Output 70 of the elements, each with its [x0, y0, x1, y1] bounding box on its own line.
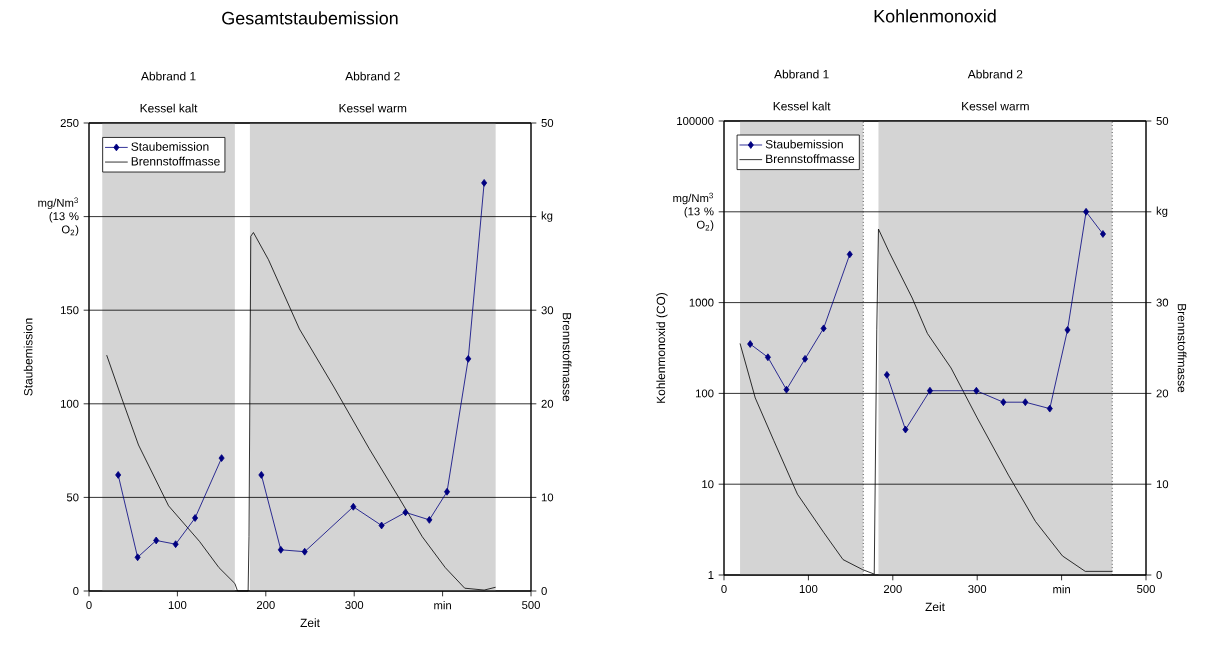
- x-tick-label: 0: [721, 585, 727, 593]
- band-label: Kessel warm: [339, 103, 407, 113]
- x-tick-label: 200: [883, 585, 902, 593]
- y2-axis-title: Brennstoffmasse: [562, 313, 572, 402]
- point: [481, 179, 488, 187]
- text: Abbrand 1: [141, 71, 196, 81]
- point: [192, 514, 199, 522]
- y-tick-label: 1000: [689, 298, 714, 307]
- text: Abbrand 1: [774, 69, 829, 79]
- y-axis-title: Staubemission: [23, 318, 33, 396]
- point: [115, 471, 122, 479]
- x-axis-title: Zeit: [300, 618, 320, 628]
- legend-label: Brennstoffmasse: [766, 154, 855, 164]
- x-tick-label: 100: [799, 585, 818, 593]
- x-tick-label: min: [434, 601, 451, 610]
- x-tick-label: 200: [256, 601, 275, 610]
- y-tick-label: 150: [60, 306, 79, 315]
- y2-tick-label: 50: [541, 119, 554, 127]
- y-tick-label: 100000: [677, 117, 714, 125]
- point: [153, 536, 160, 545]
- text: Abbrand 2: [345, 71, 400, 81]
- y2-tick-label: 30: [1156, 298, 1169, 307]
- y-tick-label: 100: [696, 389, 714, 398]
- y-tick-label: 100: [60, 399, 79, 408]
- y2-tick-label: 20: [541, 399, 554, 408]
- y2-tick-label: 30: [541, 306, 554, 315]
- point: [426, 516, 433, 524]
- x-tick-label: 300: [968, 585, 987, 593]
- band-label: Kessel warm: [962, 101, 1029, 111]
- y-tick-label: 50: [66, 493, 79, 502]
- point: [465, 355, 472, 363]
- y-tick-label: 1: [708, 571, 714, 579]
- x-axis-title: Zeit: [925, 602, 945, 612]
- x-tick-label: 0: [86, 601, 92, 610]
- point: [277, 545, 284, 554]
- y-tick-label: mg/Nm$^{3}$ (13 % O$_{2}$): [673, 192, 714, 231]
- point: [444, 487, 451, 496]
- y2-tick-label: 10: [541, 493, 554, 502]
- y-axis-title: Kohlenmonoxid (CO): [656, 292, 668, 403]
- y2-tick-label: 50: [1156, 117, 1169, 125]
- text: Abbrand 2: [967, 69, 1023, 79]
- y2-tick-label: 10: [1156, 480, 1169, 489]
- point: [172, 540, 179, 549]
- legend-label: Brennstoffmasse: [131, 156, 220, 166]
- y-tick-label: 10: [702, 480, 714, 489]
- x-tick-label: 500: [1137, 585, 1155, 593]
- point: [378, 521, 385, 530]
- point: [350, 502, 357, 511]
- y2-axis-title: Brennstoffmasse: [1177, 304, 1187, 393]
- point: [402, 508, 409, 517]
- x-tick-label: 300: [345, 601, 364, 610]
- legend-label: Staubemission: [765, 139, 843, 149]
- band-label: Kessel kalt: [773, 101, 831, 111]
- point: [218, 454, 225, 462]
- chart-title: Kohlenmonoxid: [874, 9, 996, 23]
- x-tick-label: 100: [168, 601, 187, 610]
- y2-tick-label: kg: [541, 211, 553, 222]
- y2-tick-label: 20: [1156, 389, 1169, 398]
- point: [301, 547, 308, 556]
- legend-label: Staubemission: [131, 142, 209, 151]
- y-tick-label: mg/Nm$^{3}$ (13 % O$_{2}$): [38, 197, 79, 236]
- chart-title: Gesamtstaubemission: [222, 11, 398, 25]
- band-label: Kessel kalt: [140, 103, 198, 113]
- point: [258, 471, 265, 479]
- y-tick-label: 250: [60, 119, 79, 127]
- y2-tick-label: 0: [1156, 571, 1162, 579]
- point: [134, 553, 141, 562]
- x-tick-label: 500: [522, 601, 540, 610]
- x-tick-label: min: [1053, 585, 1070, 594]
- y2-tick-label: kg: [1156, 206, 1168, 218]
